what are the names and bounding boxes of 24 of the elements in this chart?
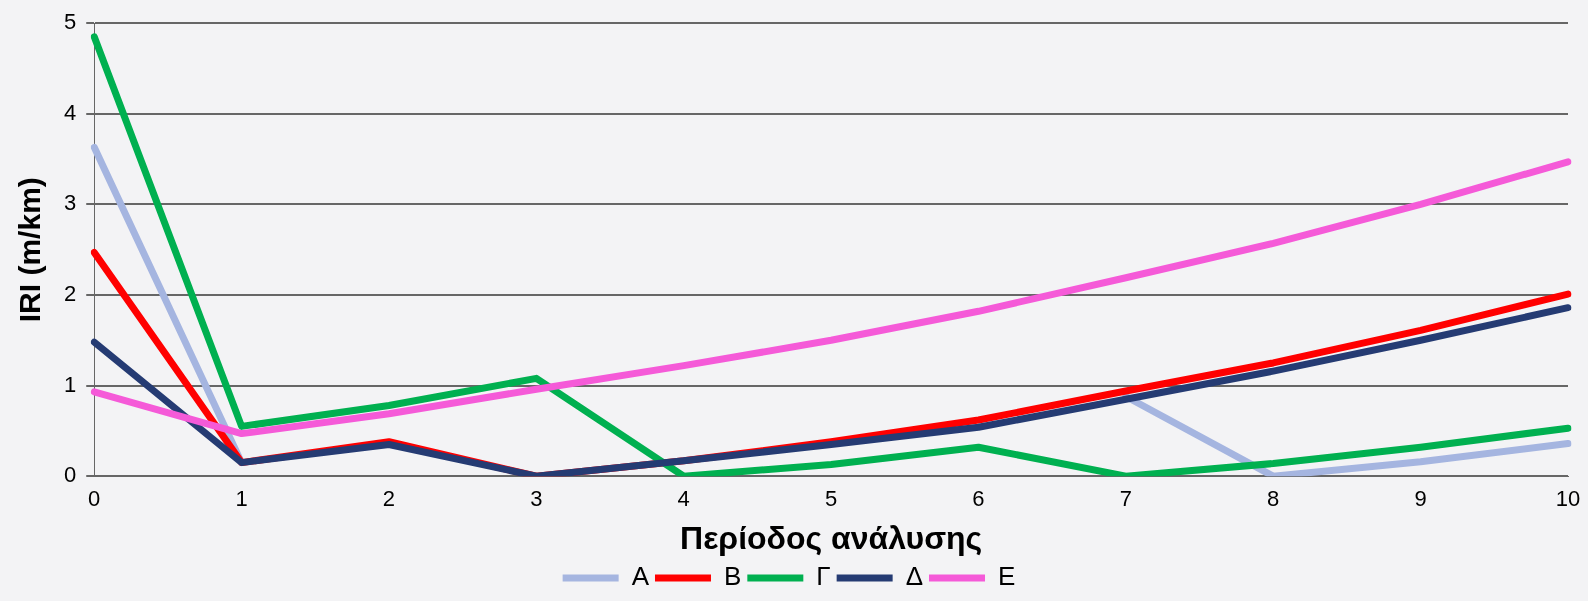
x-tick-label: 9	[1414, 486, 1427, 512]
x-tick-label: 8	[1267, 486, 1280, 512]
y-tick-label: 4	[63, 99, 77, 125]
y-axis-title: IRI (m/km)	[13, 177, 47, 323]
y-tick-label: 0	[63, 462, 77, 488]
y-tick-label: 3	[63, 190, 77, 216]
y-tick-label: 5	[63, 9, 77, 35]
x-axis-title: Περίοδος ανάλυσης	[680, 519, 983, 556]
x-tick-label: 2	[382, 486, 396, 512]
legend-label: Β	[723, 561, 742, 592]
x-tick-label: 3	[530, 486, 543, 512]
x-tick-label: 10	[1555, 486, 1581, 512]
x-tick-label: 7	[1119, 486, 1132, 512]
y-tick-label: 2	[63, 281, 77, 307]
x-tick-label: 6	[972, 486, 985, 512]
y-tick-label: 1	[63, 371, 77, 397]
x-tick-label: 1	[235, 486, 248, 512]
legend-label: Α	[631, 561, 650, 592]
legend-label: Ε	[998, 561, 1016, 592]
x-tick-label: 5	[824, 486, 838, 512]
x-tick-label: 0	[88, 486, 101, 512]
x-tick-label: 4	[677, 486, 690, 512]
legend-label: Γ	[816, 561, 831, 592]
legend-label: Δ	[905, 561, 924, 592]
